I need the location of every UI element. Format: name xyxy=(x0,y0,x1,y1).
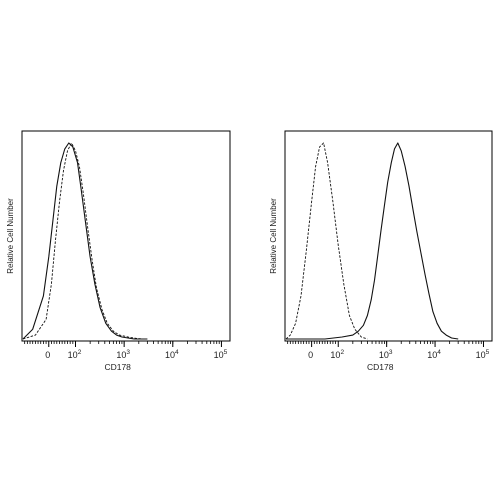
x-tick-label: 0 xyxy=(308,350,313,360)
stained-histogram-line xyxy=(22,142,148,340)
x-tick-label: 104 xyxy=(165,349,179,360)
control-histogram-line xyxy=(22,142,144,340)
x-tick-label: 103 xyxy=(379,349,393,360)
control-histogram-line xyxy=(285,142,368,340)
y-axis-label: Relative Cell Number xyxy=(269,198,278,274)
stained-histogram-line xyxy=(286,142,459,340)
x-tick-label: 105 xyxy=(214,349,228,360)
x-tick-label: 103 xyxy=(116,349,130,360)
x-tick-label: 105 xyxy=(476,349,490,360)
x-axis-label: CD178 xyxy=(367,362,394,372)
plot-frame xyxy=(284,130,493,342)
histogram-panel-left: Relative Cell Number 0 102 103 104 105 CD178 xyxy=(6,130,231,372)
histogram-panel-right: Relative Cell Number 0 102 103 104 105 CD178 xyxy=(269,130,493,372)
x-tick-label: 102 xyxy=(68,349,82,360)
x-tick-label: 104 xyxy=(427,349,441,360)
x-axis-label: CD178 xyxy=(104,362,131,372)
plot-frame xyxy=(21,130,231,342)
x-tick-label: 102 xyxy=(330,349,344,360)
y-axis-label: Relative Cell Number xyxy=(6,198,15,274)
x-tick-label: 0 xyxy=(45,350,50,360)
